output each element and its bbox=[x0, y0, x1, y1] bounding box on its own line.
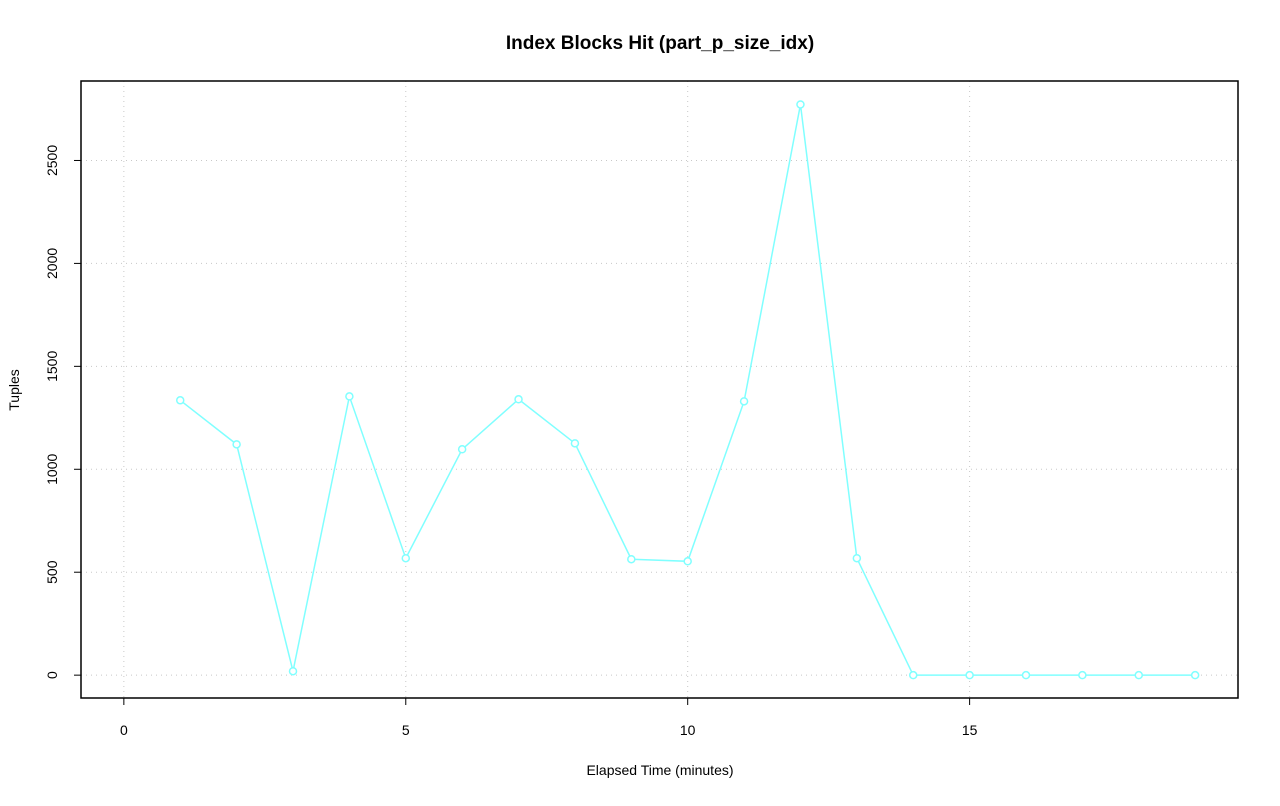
data-point bbox=[852, 553, 862, 563]
data-point bbox=[345, 392, 354, 401]
data-point bbox=[570, 439, 580, 448]
chart-title: Index Blocks Hit (part_p_size_idx) bbox=[506, 33, 814, 54]
y-tick-label: 0 bbox=[44, 671, 60, 679]
data-point bbox=[175, 396, 185, 405]
data-point bbox=[627, 554, 636, 564]
plot-frame bbox=[80, 80, 1239, 699]
x-tick-label: 15 bbox=[962, 722, 978, 738]
y-axis-label: Tuples bbox=[6, 369, 22, 411]
x-tick-label: 5 bbox=[402, 722, 410, 738]
data-point bbox=[1190, 670, 1200, 680]
y-tick-label: 500 bbox=[44, 560, 60, 584]
x-tick-label: 10 bbox=[680, 722, 696, 738]
data-point bbox=[514, 395, 523, 404]
data-point bbox=[457, 445, 467, 454]
data-point bbox=[739, 397, 749, 406]
data-point bbox=[908, 670, 918, 680]
series-line bbox=[179, 104, 1196, 676]
data-point bbox=[1078, 670, 1087, 680]
data-point bbox=[401, 553, 411, 563]
x-tick-label: 0 bbox=[120, 722, 128, 738]
data-point bbox=[965, 670, 974, 680]
y-tick-label: 1000 bbox=[44, 453, 60, 484]
data-point bbox=[1021, 670, 1031, 680]
data-point bbox=[796, 100, 805, 109]
y-tick-label: 1500 bbox=[44, 351, 60, 382]
data-point bbox=[288, 666, 298, 676]
data-point bbox=[232, 440, 241, 449]
x-axis-label: Elapsed Time (minutes) bbox=[586, 762, 733, 778]
data-point bbox=[683, 557, 692, 566]
y-tick-label: 2000 bbox=[44, 248, 60, 279]
y-tick-label: 2500 bbox=[44, 145, 60, 176]
data-point bbox=[1134, 670, 1144, 680]
